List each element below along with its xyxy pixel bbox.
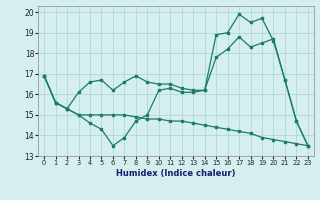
X-axis label: Humidex (Indice chaleur): Humidex (Indice chaleur) bbox=[116, 169, 236, 178]
